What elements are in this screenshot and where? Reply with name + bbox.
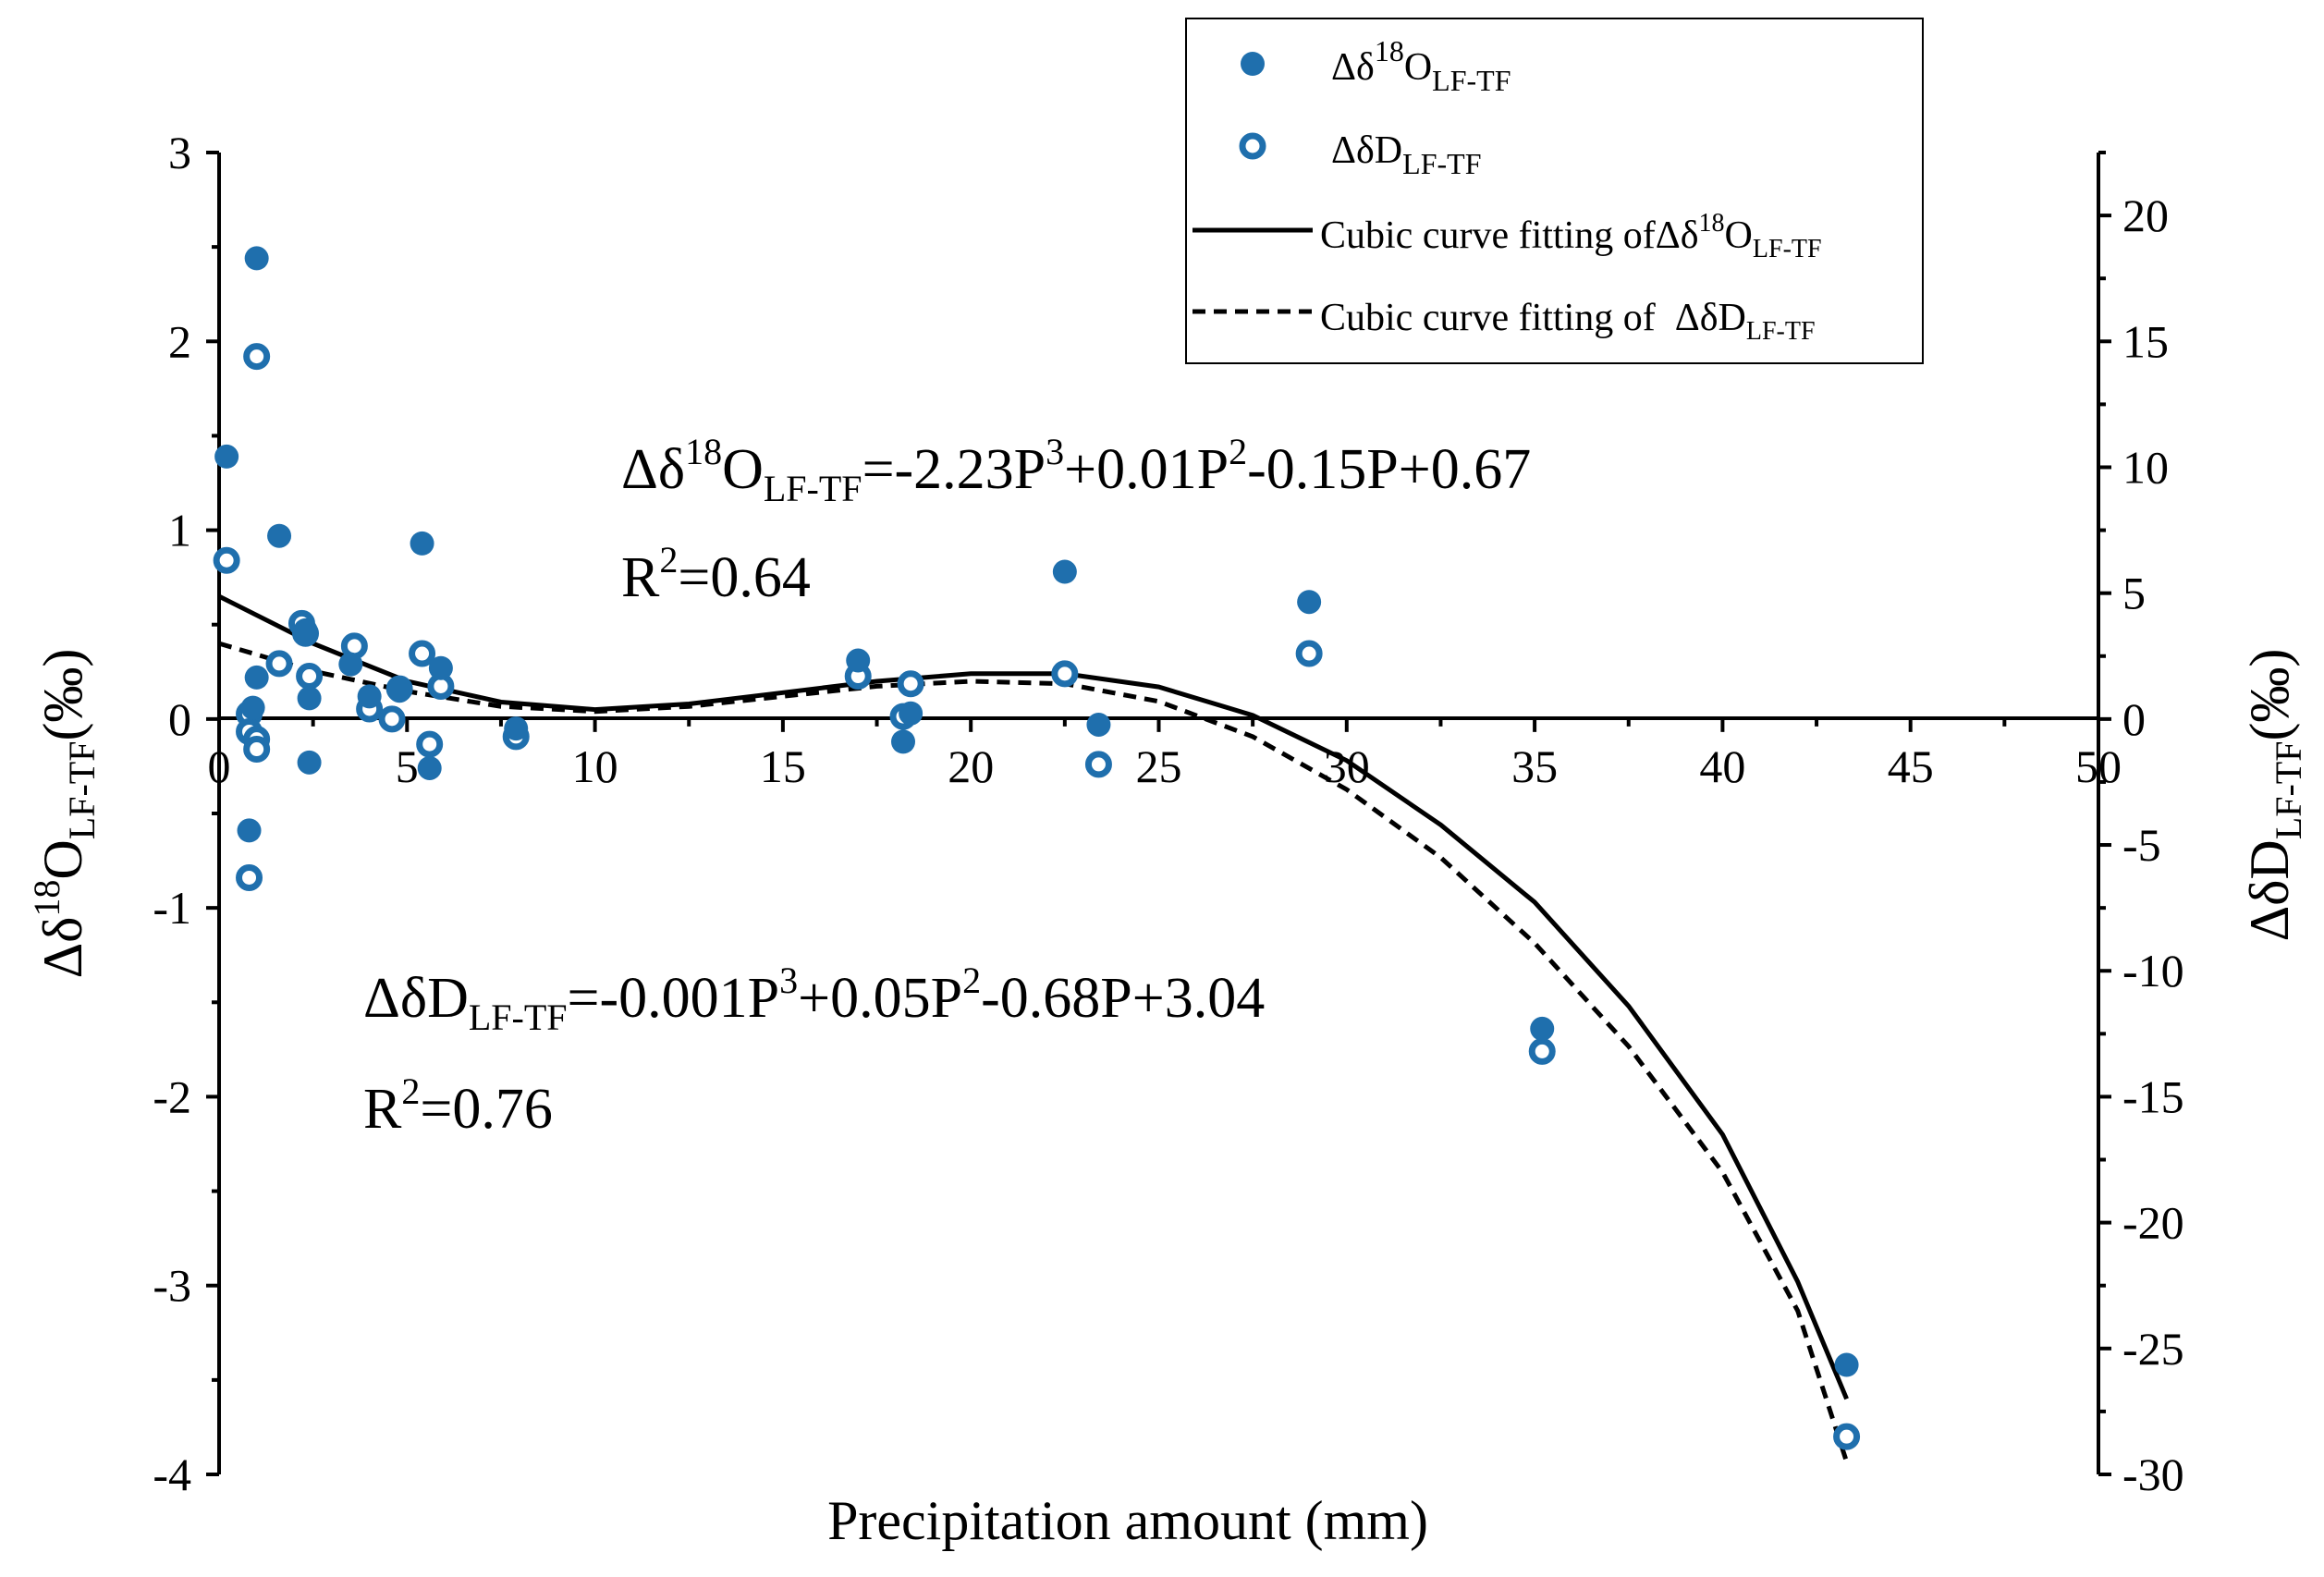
o18-data-point (410, 531, 434, 556)
y-left-tick-label: 2 (168, 315, 191, 367)
o18-data-point (1297, 590, 1322, 615)
equation-dd: ΔδDLF-TF=-0.001P3+0.05P2-0.68P+3.04 (363, 960, 1265, 1038)
dd-data-point (416, 730, 444, 758)
ticks (206, 151, 2111, 1476)
fit-curve-dd (218, 641, 1849, 1463)
o18-data-point (293, 617, 318, 642)
right-y-axis-title: ΔδDLF-TF(‰) (2239, 649, 2309, 942)
dd-data-point (296, 663, 324, 691)
equation-o18: Δδ18OLF-TF=-2.23P3+0.01P2-0.15P+0.67 (621, 431, 1531, 509)
o18-data-point (267, 523, 292, 548)
left-y-axis-title: Δδ18OLF-TF(‰) (26, 649, 103, 979)
y-left-tick-label: -1 (153, 882, 191, 934)
o18-data-point (1052, 559, 1077, 584)
o18-data-point (244, 246, 269, 271)
dd-data-point (265, 650, 293, 678)
dd-data-point (1295, 640, 1323, 667)
y-right-tick-label: 15 (2122, 315, 2169, 367)
legend-label-fit-o18: Cubic curve fitting ofΔδ18OLF-TF (1320, 209, 1822, 263)
legend-label-dd: ΔδDLF-TF (1331, 129, 1481, 180)
o18-data-point (891, 729, 916, 754)
legend-marker-open-circle (1239, 132, 1266, 160)
x-axis-title: Precipitation amount (mm) (827, 1490, 1428, 1551)
o18-data-point (244, 665, 269, 690)
x-tick-label: 50 (2075, 740, 2122, 792)
o18-data-point (297, 686, 322, 711)
r-squared-dd: R2=0.76 (363, 1070, 553, 1141)
o18-data-point (1530, 1016, 1555, 1041)
y-right-tick-label: 5 (2122, 568, 2146, 619)
o18-data-point (387, 678, 412, 703)
o18-data-point (1086, 712, 1111, 737)
x-tick-label: 5 (396, 740, 419, 792)
r-squared-o18: R2=0.64 (621, 539, 811, 609)
o18-data-point (240, 695, 265, 720)
o18-data-point (297, 750, 322, 775)
y-left-tick-label: 3 (168, 127, 191, 178)
dd-data-point (897, 670, 924, 698)
y-left-tick-label: 0 (168, 693, 191, 745)
y-left-tick-label: -4 (153, 1449, 191, 1500)
o18-data-point (338, 652, 363, 677)
dd-data-point (243, 343, 271, 371)
y-left-tick-label: -2 (153, 1070, 191, 1122)
o18-data-point (504, 716, 529, 741)
x-tick-label: 25 (1136, 740, 1182, 792)
y-right-tick-label: 0 (2122, 693, 2146, 745)
x-tick-label: 30 (1324, 740, 1370, 792)
dd-data-point (1833, 1423, 1861, 1450)
y-left-tick-label: 1 (168, 505, 191, 556)
x-tick-label: 10 (572, 740, 618, 792)
tick-labels: 0 5 10 15 20 25 30 35 40 45 503210-1-2-3-420151050… (153, 127, 2183, 1500)
legend-label-o18: Δδ18OLF-TF (1331, 34, 1511, 97)
y-right-tick-label: -15 (2122, 1070, 2184, 1122)
legend-marker-filled-circle (1241, 52, 1265, 76)
legend-label-fit-dd: Cubic curve fitting of ΔδDLF-TF (1320, 297, 1816, 346)
y-left-tick-label: -3 (153, 1260, 191, 1312)
o18-data-point (846, 648, 871, 673)
x-tick-label: 45 (1888, 740, 1934, 792)
data-points (213, 246, 1861, 1450)
dd-data-point (1084, 751, 1112, 778)
y-right-tick-label: -10 (2122, 945, 2184, 996)
x-tick-label: 35 (1511, 740, 1558, 792)
o18-data-point (237, 818, 262, 843)
o18-data-point (357, 684, 382, 709)
dd-data-point (409, 640, 436, 667)
x-tick-label: 15 (760, 740, 806, 792)
o18-data-point (417, 755, 442, 780)
legend: Δδ18OLF-TF ΔδDLF-TF Cubic curve fitting … (1185, 18, 1924, 364)
o18-data-point (428, 655, 453, 680)
x-tick-label: 0 (208, 740, 231, 792)
y-right-tick-label: 10 (2122, 441, 2169, 493)
x-tick-label: 40 (1699, 740, 1745, 792)
dd-data-point (236, 863, 263, 891)
o18-data-point (1834, 1352, 1859, 1377)
y-right-tick-label: -30 (2122, 1449, 2184, 1500)
o18-data-point (899, 701, 923, 726)
dd-data-point (213, 546, 240, 574)
y-right-tick-label: -20 (2122, 1197, 2184, 1249)
y-right-tick-label: -5 (2122, 819, 2161, 871)
dd-data-point (378, 705, 406, 733)
y-right-tick-label: -25 (2122, 1323, 2184, 1375)
dd-data-point (1528, 1037, 1556, 1065)
y-right-tick-label: 20 (2122, 189, 2169, 241)
legend-box (1185, 18, 1924, 364)
x-tick-label: 20 (948, 740, 994, 792)
o18-data-point (214, 444, 239, 469)
dd-data-point (1051, 660, 1079, 688)
dd-data-point (243, 736, 271, 764)
